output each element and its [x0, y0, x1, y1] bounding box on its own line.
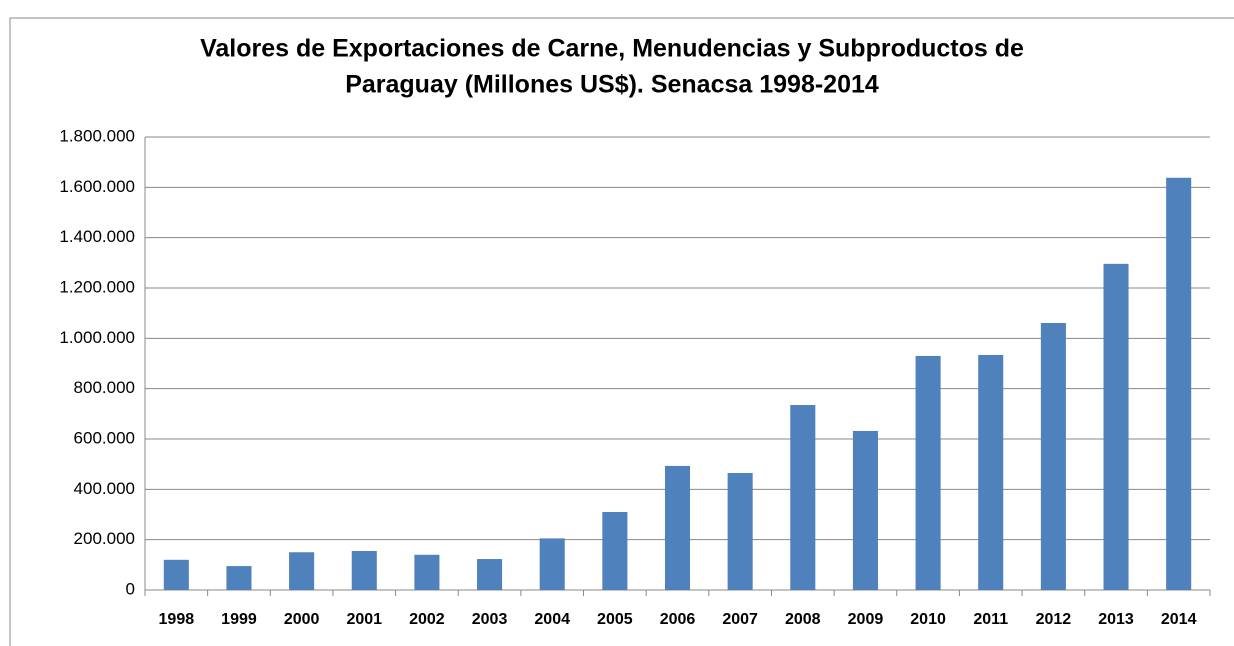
y-tick-label: 1.400.000 [59, 227, 135, 246]
bar [1103, 263, 1129, 590]
x-tick-label: 1998 [159, 611, 195, 628]
x-tick-label: 2008 [785, 611, 821, 628]
y-tick-label: 1.800.000 [59, 126, 135, 145]
y-tick-label: 800.000 [74, 378, 135, 397]
bar [477, 559, 503, 590]
x-tick-label: 2009 [848, 611, 884, 628]
x-tick-label: 2003 [472, 611, 508, 628]
bar [727, 472, 753, 590]
x-tick-label: 2010 [910, 611, 946, 628]
bar [289, 552, 315, 590]
bar [852, 430, 878, 590]
bar [351, 550, 377, 590]
x-tick-label: 2012 [1036, 611, 1072, 628]
bar [602, 511, 628, 590]
bar [1040, 322, 1066, 590]
bar [539, 538, 565, 590]
y-tick-label: 1.600.000 [59, 177, 135, 196]
x-tick-label: 2007 [722, 611, 758, 628]
x-tick-label: 2014 [1161, 611, 1197, 628]
bar [163, 559, 189, 590]
x-tick-label: 1999 [221, 611, 257, 628]
y-tick-label: 200.000 [74, 529, 135, 548]
x-tick-label: 2000 [284, 611, 320, 628]
y-tick-label: 1.200.000 [59, 277, 135, 296]
bar [790, 405, 816, 590]
chart-border [9, 17, 1234, 646]
bar [1166, 177, 1192, 590]
x-tick-label: 2004 [534, 611, 570, 628]
bar [226, 566, 252, 590]
bar [915, 355, 941, 590]
bar [414, 554, 440, 590]
y-tick-label: 400.000 [74, 479, 135, 498]
x-tick-label: 2013 [1098, 611, 1134, 628]
chart-title: Paraguay (Millones US$). Senacsa 1998-20… [345, 71, 879, 99]
x-tick-label: 2001 [346, 611, 382, 628]
x-tick-label: 2006 [660, 611, 696, 628]
x-tick-label: 2002 [409, 611, 445, 628]
x-tick-label: 2011 [973, 611, 1008, 628]
bar [978, 354, 1004, 590]
y-tick-label: 600.000 [74, 428, 135, 447]
y-tick-label: 1.000.000 [59, 328, 135, 347]
x-tick-label: 2005 [597, 611, 633, 628]
y-tick-label: 0 [126, 579, 135, 598]
bar [664, 465, 691, 590]
chart-title: Valores de Exportaciones de Carne, Menud… [200, 35, 1024, 63]
